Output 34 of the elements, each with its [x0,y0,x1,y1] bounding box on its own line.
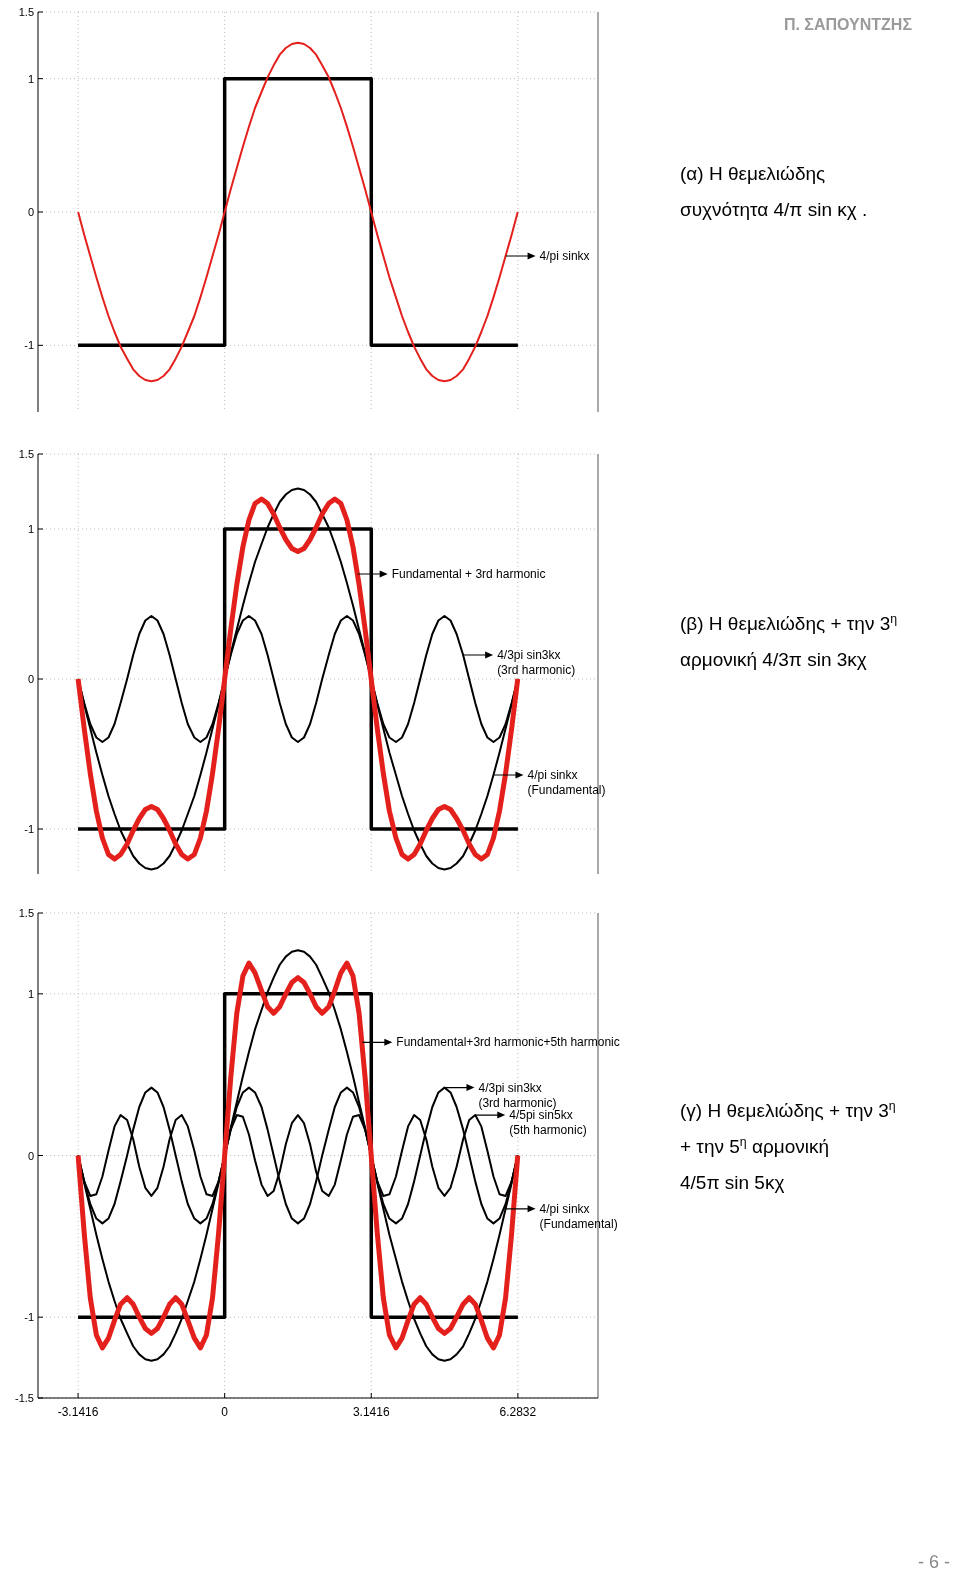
text: αρμονική 4/3π sin 3κχ [680,649,867,671]
annotation: 4/3pi sin3kx (3rd harmonic) [497,648,576,677]
y-tick-label: 1.5 [18,448,34,460]
annotation: 4/5pi sin5kx (5th harmonic) [509,1108,587,1138]
text: 4/5π sin 5κχ [680,1171,785,1193]
y-tick-label: -1 [24,823,34,835]
text: Π. ΣΑΠΟΥΝΤΖΗΣ [783,16,913,33]
annotation: 4/3pi sin3kx (3rd harmonic) [478,1080,557,1110]
y-tick-label: 0 [27,673,34,685]
text: (α) Η θεμελιώδης [680,163,826,184]
annotation: 4/pi sinkx (Fundamental) [539,1201,618,1231]
annotation: 4/pi sinkx (Fundamental) [527,768,606,797]
text: (γ) Η θεμελιώδης + την 3$^{η}$ [680,1098,896,1121]
y-tick-label: 1 [27,987,34,1000]
text: (β) Η θεμελιώδης + την 3$^{η}$ [680,612,898,635]
text: + την 5$^{η}$ αρμονική [680,1134,830,1157]
y-tick-label: 1 [27,523,34,535]
annotation: Fundamental+3rd harmonic+5th harmonic [396,1035,620,1050]
x-tick-label: 0 [221,1405,229,1419]
x-tick-label: -3.1416 [57,1405,99,1419]
x-tick-label: 6.2832 [499,1405,537,1419]
y-tick-label: 1.5 [18,6,34,18]
annotation: 4/pi sinkx [539,249,590,263]
text: - 6 - [917,1552,950,1572]
y-tick-label: -1 [24,339,34,352]
y-tick-label: 1 [27,72,34,85]
annotation: Fundamental + 3rd harmonic [391,567,546,581]
y-tick-label: 1.5 [18,907,34,919]
text: συχνότητα 4/π sin κχ . [680,199,868,220]
y-tick-label: 0 [27,206,34,218]
y-tick-label: -1.5 [15,1392,34,1404]
y-tick-label: 0 [27,1149,34,1162]
y-tick-label: -1 [24,1311,34,1324]
x-tick-label: 3.1416 [352,1405,390,1419]
